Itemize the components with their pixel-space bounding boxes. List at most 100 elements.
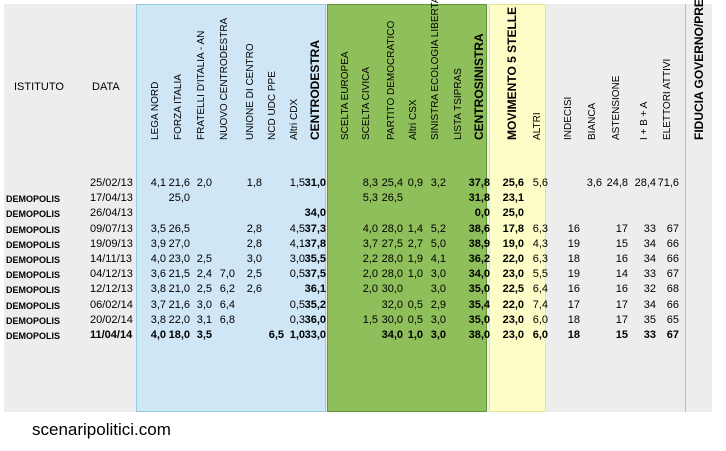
table-cell: 30,0: [381, 313, 403, 326]
table-cell: 3,9: [150, 237, 166, 250]
table-cell: 1,4: [407, 222, 423, 235]
table-cell: 4,1: [289, 237, 305, 250]
column-header-6: Altri CDX: [289, 98, 300, 140]
column-header-2: FRATELLI D'ITALIA - AN: [196, 30, 207, 140]
table-cell: 8,3: [362, 177, 378, 189]
table-cell: 17: [567, 298, 580, 311]
table-cell: 36,0: [304, 313, 326, 326]
table-cell: 34,0: [468, 268, 490, 281]
table-cell: 23,0: [502, 313, 524, 326]
table-cell: 23,1: [502, 192, 524, 205]
table-cell: 28,0: [381, 222, 403, 235]
fiducia-divider: [685, 4, 686, 412]
row-istituto: DEMOPOLIS: [6, 331, 61, 341]
column-header-5: NCD UDC PPE: [267, 71, 278, 140]
table-cell: 28,0: [381, 268, 403, 281]
table-cell: 3,8: [150, 313, 166, 326]
table-cell: 30,0: [381, 283, 403, 296]
table-cell: 19,0: [502, 237, 524, 250]
table-cell: 16: [615, 283, 628, 296]
table-cell: 4,5: [289, 222, 305, 235]
table-cell: 5,2: [430, 222, 446, 235]
table-cell: 5,5: [532, 268, 548, 281]
column-header-0: LEGA NORD: [150, 81, 161, 140]
table-cell: 67: [666, 268, 679, 281]
row-istituto: DEMOPOLIS: [6, 194, 61, 205]
table-cell: 6,4: [219, 298, 235, 311]
table-cell: 38,6: [468, 222, 490, 235]
table-cell: 17: [615, 313, 628, 326]
table-cell: 37,5: [304, 268, 326, 281]
column-header-3: NUOVO CENTRODESTRA: [219, 17, 230, 140]
table-cell: 1,5: [289, 177, 305, 189]
table-cell: 3,7: [150, 298, 166, 311]
table-cell: 7,4: [532, 298, 548, 311]
column-header-14: CENTROSINISTRA: [472, 33, 486, 140]
table-cell: 25,6: [502, 177, 524, 189]
table-cell: 25,0: [168, 192, 190, 205]
table-cell: 3,0: [430, 329, 446, 341]
row-istituto: DEMOPOLIS: [6, 239, 61, 250]
column-header-18: BIANCA: [587, 102, 598, 140]
table-cell: 34: [643, 253, 656, 265]
table-cell: 24,8: [606, 177, 628, 189]
row-istituto: DEMOPOLIS: [6, 315, 61, 326]
table-cell: 7,0: [219, 268, 235, 281]
table-cell: 19: [567, 237, 580, 250]
table-cell: 35,4: [468, 298, 490, 311]
table-cell: 3,6: [150, 268, 166, 281]
row-istituto: DEMOPOLIS: [6, 270, 61, 281]
column-header-10: PARTITO DEMOCRATICO: [386, 20, 397, 140]
table-cell: 1,0: [407, 329, 423, 341]
table-cell: 3,1: [196, 313, 212, 326]
table-cell: 21,5: [168, 268, 190, 281]
table-cell: 16: [567, 222, 580, 235]
row-date: 19/09/13: [90, 237, 133, 250]
footer-site: scenaripolitici.com: [32, 420, 171, 439]
column-header-20: I + B + A: [639, 101, 650, 140]
table-cell: 0,9: [407, 177, 423, 189]
table-cell: 4,1: [150, 177, 166, 189]
table-cell: 33,0: [304, 329, 326, 341]
table-cell: 15: [615, 329, 628, 341]
centrosinistra-band: [327, 4, 487, 412]
row-date: 11/04/14: [90, 329, 133, 341]
table-cell: 16: [567, 283, 580, 296]
table-cell: 6,3: [532, 222, 548, 235]
table-cell: 2,2: [362, 253, 378, 265]
table-cell: 3,7: [362, 237, 378, 250]
table-cell: 22,0: [502, 253, 524, 265]
table-cell: 34: [643, 298, 656, 311]
table-cell: 3,0: [246, 253, 262, 265]
table-cell: 34,0: [381, 329, 403, 341]
table-cell: 3,0: [430, 268, 446, 281]
table-cell: 26,5: [381, 192, 403, 205]
table-cell: 1,0: [289, 329, 305, 341]
table-cell: 2,0: [362, 283, 378, 296]
table-cell: 2,5: [246, 268, 262, 281]
table-cell: 71,6: [657, 177, 679, 189]
table-cell: 35,0: [468, 283, 490, 296]
table-cell: 4,1: [430, 253, 446, 265]
table-cell: 0,0: [474, 207, 490, 220]
table-cell: 6,0: [532, 329, 548, 341]
column-header-11: Altri CSX: [408, 99, 419, 140]
table-cell: 38,9: [468, 237, 490, 250]
row-istituto: DEMOPOLIS: [6, 300, 61, 311]
table-cell: 35,5: [304, 253, 326, 265]
table-cell: 21,6: [168, 298, 190, 311]
table-cell: 14: [615, 268, 628, 281]
table-cell: 18: [567, 329, 580, 341]
table-cell: 66: [666, 298, 679, 311]
table-cell: 3,0: [430, 283, 446, 296]
table-cell: 27,0: [168, 237, 190, 250]
column-header-15: MOVIMENTO 5 STELLE: [505, 6, 519, 140]
table-cell: 36,2: [468, 253, 490, 265]
table-cell: 17: [615, 222, 628, 235]
column-header-12: SINISTRA ECOLOGIA LIBERTA': [430, 0, 441, 140]
table-cell: 21,0: [168, 283, 190, 296]
table-cell: 35,2: [304, 298, 326, 311]
table-cell: 2,7: [407, 237, 423, 250]
column-header-19: ASTENSIONE: [611, 75, 622, 140]
table-cell: 6,8: [219, 313, 235, 326]
